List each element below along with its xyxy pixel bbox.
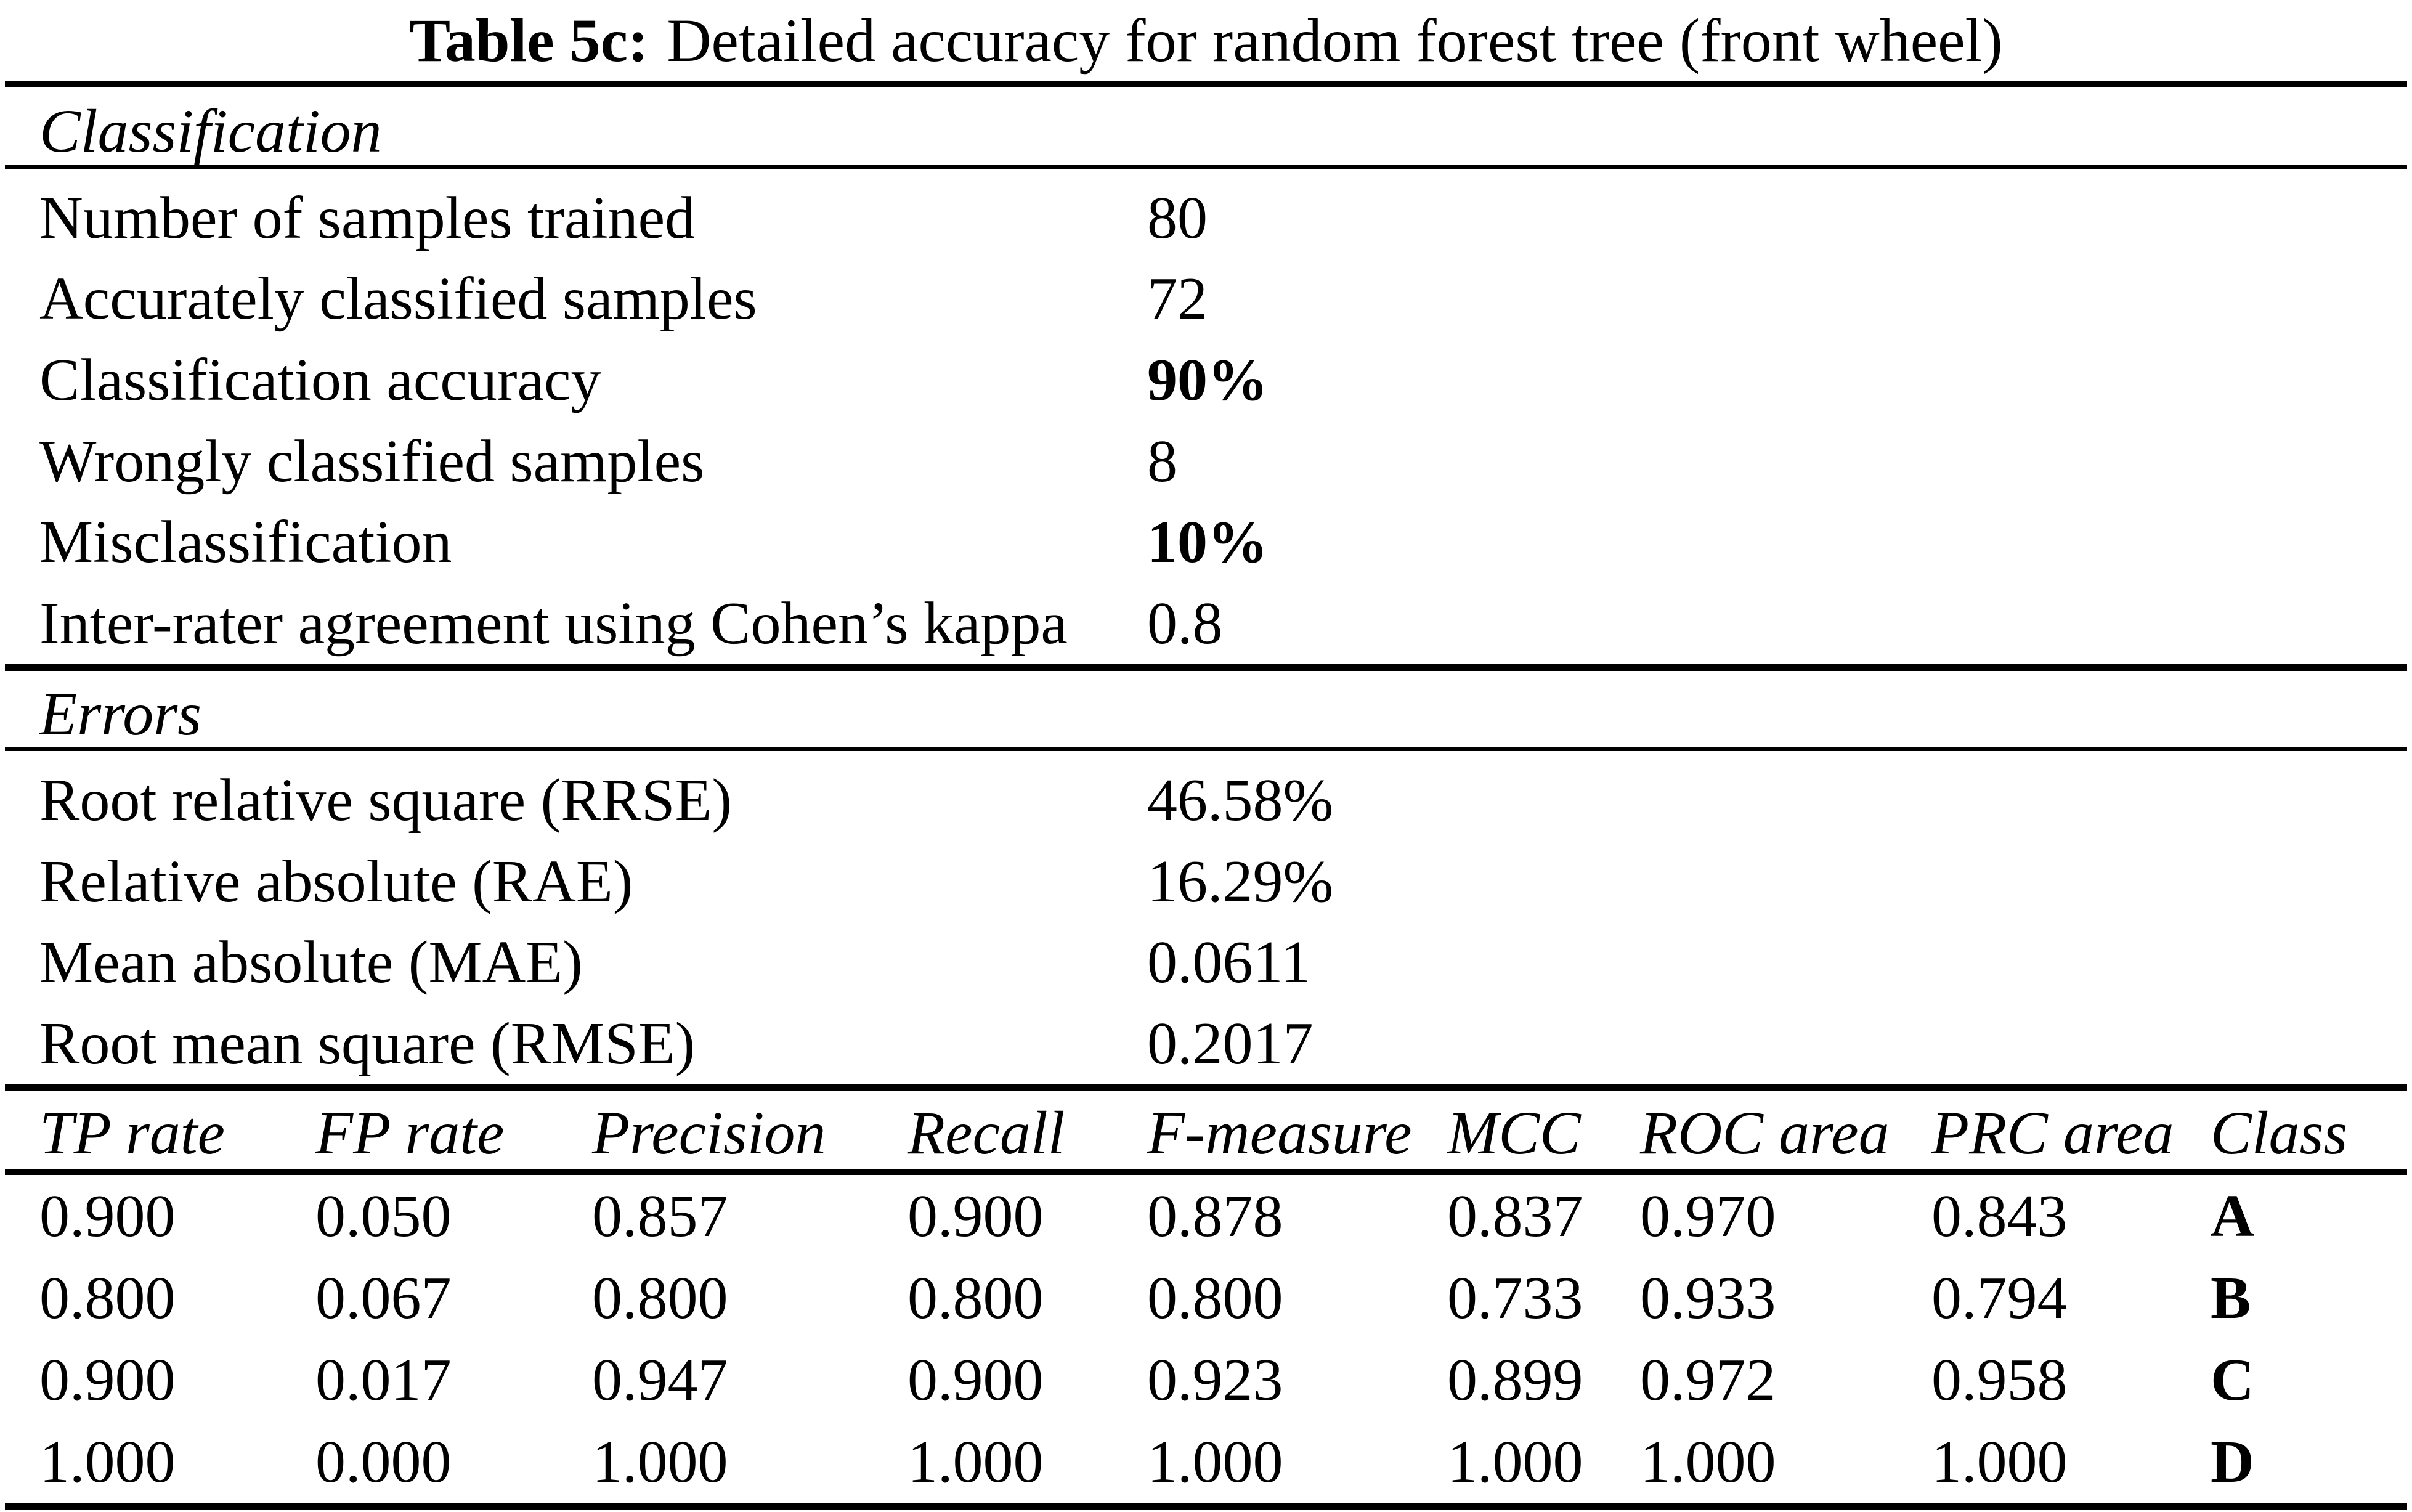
column-header-f-measure: F-measure [1147,1099,1412,1167]
metric-cell: 1.000 [1640,1429,1776,1496]
table-row: Mean absolute (MAE) 0.0611 [0,922,2412,1004]
class-label: C [2211,1347,2254,1414]
table-row: Inter-rater agreement using Cohen’s kapp… [0,583,2412,664]
column-header-fp-rate: FP rate [315,1099,505,1167]
table-row: Classification accuracy 90% [0,339,2412,421]
metric-cell: 1.000 [592,1429,728,1496]
table-number: Table 5c: [409,6,649,75]
metric-cell: 0.837 [1447,1182,1583,1250]
metric-row-class-c: 0.900 0.017 0.947 0.900 0.923 0.899 0.97… [0,1339,2412,1421]
metric-cell: 0.843 [1931,1182,2068,1250]
metric-cell: 0.017 [315,1347,452,1414]
row-label: Classification accuracy [39,347,601,414]
section-heading-errors: Errors [0,671,2412,748]
row-label: Mean absolute (MAE) [39,929,583,996]
row-value: 10% [1147,509,1268,576]
row-label: Root mean square (RMSE) [39,1010,696,1078]
row-value: 90% [1147,347,1268,414]
section-heading-classification: Classification [0,87,2412,165]
metric-cell: 0.933 [1640,1264,1776,1331]
column-header-mcc: MCC [1447,1099,1581,1167]
table-row: Accurately classified samples 72 [0,259,2412,340]
table-row: Wrongly classified samples 8 [0,421,2412,502]
metric-cell: 1.000 [1931,1429,2068,1496]
row-value: 72 [1147,266,1208,333]
row-label: Root relative square (RRSE) [39,766,733,834]
metric-cell: 0.923 [1147,1347,1283,1414]
metric-cell: 1.000 [1147,1429,1283,1496]
metric-cell: 0.800 [908,1264,1044,1331]
metric-cell: 0.857 [592,1182,728,1250]
metric-cell: 0.900 [908,1347,1044,1414]
metric-cell: 0.878 [1147,1182,1283,1250]
metric-cell: 0.947 [592,1347,728,1414]
errors-bottom-rule [5,1084,2407,1091]
metric-cell: 0.958 [1931,1347,2068,1414]
metric-cell: 0.800 [592,1264,728,1331]
row-label: Accurately classified samples [39,266,757,333]
classification-bottom-rule [5,664,2407,671]
column-header-roc-area: ROC area [1640,1099,1890,1167]
column-header-class: Class [2211,1099,2348,1167]
metric-cell: 0.733 [1447,1264,1583,1331]
metric-cell: 0.000 [315,1429,452,1496]
metric-cell: 0.067 [315,1264,452,1331]
class-label: A [2211,1182,2254,1250]
metric-cell: 1.000 [39,1429,176,1496]
row-value: 16.29% [1147,848,1334,915]
column-header-tp-rate: TP rate [39,1099,225,1167]
table-title: Table 5c: Detailed accuracy for random f… [0,0,2412,81]
metric-cell: 1.000 [1447,1429,1583,1496]
class-label: B [2211,1264,2251,1331]
column-header-precision: Precision [592,1099,826,1167]
row-label: Relative absolute (RAE) [39,848,633,915]
row-value: 8 [1147,428,1177,495]
metric-row-class-a: 0.900 0.050 0.857 0.900 0.878 0.837 0.97… [0,1175,2412,1257]
table-row: Misclassification 10% [0,502,2412,583]
section-heading-label: Classification [39,96,382,165]
table-row: Relative absolute (RAE) 16.29% [0,841,2412,922]
errors-heading-rule [5,747,2407,751]
metrics-header-rule [5,1169,2407,1175]
metrics-header-row: TP rate FP rate Precision Recall F-measu… [0,1091,2412,1169]
errors-rows: Root relative square (RRSE) 46.58% Relat… [0,751,2412,1084]
row-value: 0.8 [1147,590,1223,657]
row-value: 0.2017 [1147,1010,1314,1078]
classification-rows: Number of samples trained 80 Accurately … [0,169,2412,664]
table-caption: Detailed accuracy for random forest tree… [667,6,2003,75]
metric-cell: 0.900 [908,1182,1044,1250]
column-header-recall: Recall [908,1099,1065,1167]
metric-cell: 0.794 [1931,1264,2068,1331]
bottom-rule [5,1503,2407,1510]
row-label: Inter-rater agreement using Cohen’s kapp… [39,590,1068,657]
metric-cell: 0.970 [1640,1182,1776,1250]
row-value: 0.0611 [1147,929,1311,996]
table-row: Root relative square (RRSE) 46.58% [0,760,2412,841]
row-label: Number of samples trained [39,184,696,251]
metric-row-class-b: 0.800 0.067 0.800 0.800 0.800 0.733 0.93… [0,1257,2412,1339]
metric-cell: 0.972 [1640,1347,1776,1414]
row-label: Misclassification [39,509,452,576]
table-row: Number of samples trained 80 [0,177,2412,259]
metric-cell: 0.800 [39,1264,176,1331]
metric-cell: 0.899 [1447,1347,1583,1414]
metric-row-class-d: 1.000 0.000 1.000 1.000 1.000 1.000 1.00… [0,1421,2412,1503]
top-rule [5,81,2407,87]
row-value: 46.58% [1147,766,1334,834]
class-label: D [2211,1429,2254,1496]
metrics-rows: 0.900 0.050 0.857 0.900 0.878 0.837 0.97… [0,1175,2412,1503]
section-heading-label: Errors [39,679,202,748]
metric-cell: 0.900 [39,1182,176,1250]
metric-cell: 0.900 [39,1347,176,1414]
classification-heading-rule [5,165,2407,169]
column-header-prc-area: PRC area [1931,1099,2174,1167]
row-label: Wrongly classified samples [39,428,705,495]
row-value: 80 [1147,184,1208,251]
metric-cell: 0.800 [1147,1264,1283,1331]
table-row: Root mean square (RMSE) 0.2017 [0,1003,2412,1084]
metric-cell: 0.050 [315,1182,452,1250]
metric-cell: 1.000 [908,1429,1044,1496]
